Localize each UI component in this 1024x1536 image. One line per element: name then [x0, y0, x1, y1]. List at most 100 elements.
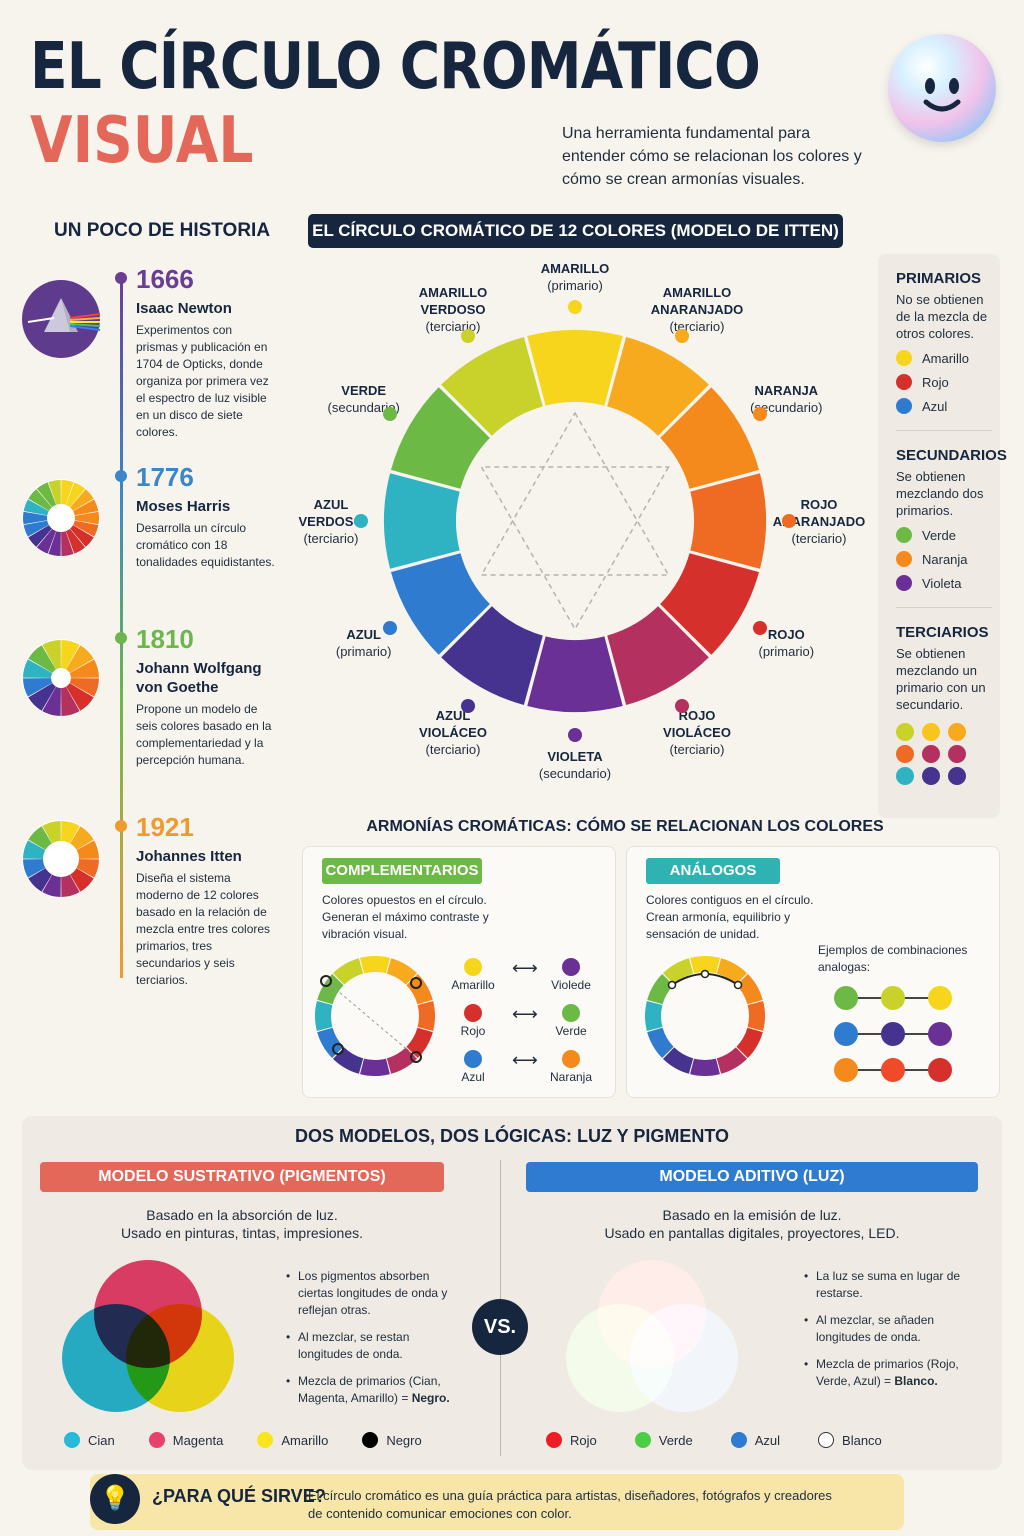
wheel-label: AMARILLO (primario) — [520, 260, 630, 294]
legend-label: Amarillo — [922, 350, 969, 366]
timeline-dot — [115, 632, 127, 644]
additive-desc-1: Basado en la emisión de luz. — [662, 1207, 842, 1223]
tertiary-swatch — [922, 723, 940, 741]
subtractive-title: MODELO SUSTRATIVO (PIGMENTOS) — [40, 1162, 444, 1192]
additive-title: MODELO ADITIVO (LUZ) — [526, 1162, 978, 1192]
legend-item: Amarillo — [896, 350, 1000, 366]
timeline-line — [120, 278, 123, 978]
primary-legend-title: PRIMARIOS — [896, 270, 982, 287]
pair-label-b: Naranja — [549, 1070, 593, 1084]
complementary-wheel — [315, 956, 435, 1076]
complementary-desc: Colores opuestos en el círculo. Generan … — [322, 893, 489, 941]
model-legend-swatch — [818, 1432, 835, 1448]
history-name: Johannes Itten — [136, 848, 242, 865]
history-desc: Propone un modelo de seis colores basado… — [136, 702, 272, 767]
wheel-label-type: (terciario) — [669, 741, 725, 757]
wheel-segment — [382, 470, 463, 572]
history-year: 1776 — [136, 462, 194, 492]
harris-wheel-icon — [22, 479, 100, 557]
double-arrow-icon: ⟷ — [512, 1050, 538, 1070]
wheel-label-name: ROJO — [767, 627, 805, 642]
model-legend-label: Blanco — [842, 1432, 882, 1448]
pair-label-b: Verde — [555, 1024, 587, 1038]
wheel-label-name: VERDE — [341, 383, 387, 398]
additive-mix-result: Blanco. — [894, 1374, 938, 1388]
history-year: 1810 — [136, 624, 194, 654]
tertiary-swatch — [948, 745, 966, 763]
history-name: Johann Wolfgang von Goethe — [136, 660, 262, 696]
color-type-legend: PRIMARIOS No se obtienen de la mezcla de… — [878, 254, 1007, 818]
model-legend-item: Rojo — [546, 1432, 597, 1448]
prism-icon — [22, 280, 101, 358]
wheel-label: NARANJA (secundario) — [731, 382, 841, 416]
history-desc: Experimentos con prismas y publicación e… — [136, 323, 269, 439]
model-legend-label: Rojo — [570, 1432, 597, 1448]
secondary-legend-desc: Se obtienen mezclando dos primarios. — [896, 469, 984, 518]
history-item: 1666 Isaac Newton Experimentos con prism… — [136, 264, 276, 441]
analogous-swatch — [881, 1058, 905, 1082]
analogous-swatch — [928, 1058, 952, 1082]
wheel-label-name: VIOLETA — [547, 749, 603, 764]
subtractive-venn — [62, 1260, 234, 1412]
pair-label-b: Violede — [551, 978, 591, 992]
tertiary-swatch — [948, 723, 966, 741]
divider — [896, 430, 992, 431]
primary-legend-desc: No se obtienen de la mezcla de otros col… — [896, 292, 988, 341]
wheel-segment — [524, 633, 626, 714]
analogous-wheel — [645, 956, 765, 1076]
model-legend-swatch — [730, 1432, 747, 1448]
footer-question: ¿PARA QUÉ SIRVE? — [152, 1486, 326, 1506]
history-year: 1921 — [136, 812, 194, 842]
wheel-segment — [657, 550, 762, 658]
legend-label: Naranja — [922, 551, 968, 567]
footer-banner — [90, 1474, 904, 1530]
tertiary-swatch — [896, 745, 914, 763]
analogous-swatch — [928, 986, 952, 1010]
legend-label: Rojo — [922, 374, 949, 390]
tertiary-swatch — [922, 767, 940, 785]
model-legend-swatch — [148, 1432, 165, 1448]
wheel-label: VIOLETA (secundario) — [520, 748, 630, 782]
model-legend-item: Verde — [634, 1432, 693, 1448]
complementary-tag: COMPLEMENTARIOS — [322, 858, 482, 884]
analogous-swatch — [881, 1022, 905, 1046]
wheel-label-type: (secundario) — [750, 400, 823, 415]
legend-label: Verde — [922, 527, 956, 543]
history-item: 1776 Moses Harris Desarrolla un círculo … — [136, 462, 276, 571]
wheel-label-name: AMARILLO ANARANJADO — [650, 285, 744, 318]
wheel-segment — [687, 470, 768, 572]
wheel-label: AZUL (primario) — [309, 626, 419, 660]
wheel-label-name: ROJO ANARANJADO — [772, 496, 866, 529]
timeline-dot — [115, 820, 127, 832]
wheel-segment — [388, 550, 493, 658]
smiley-bubble-icon — [888, 34, 996, 142]
harmonies-title: ARMONÍAS CROMÁTICAS: CÓMO SE RELACIONAN … — [366, 818, 884, 835]
wheel-label-dot — [461, 328, 475, 343]
wheel-segment — [524, 328, 626, 409]
tertiary-swatch — [948, 767, 966, 785]
double-arrow-icon: ⟷ — [512, 1004, 538, 1024]
history-title: UN POCO DE HISTORIA — [54, 220, 271, 241]
timeline-dot — [115, 470, 127, 482]
wheel-label-type: (terciario) — [425, 741, 481, 757]
legend-item: Verde — [896, 527, 1000, 543]
analogous-tag: ANÁLOGOS — [646, 858, 780, 884]
pair-swatch-a — [464, 1004, 482, 1022]
wheel-label-name: AZUL VIOLÁCEO — [419, 707, 487, 740]
page-title: EL CÍRCULO CROMÁTICO — [30, 30, 761, 104]
model-legend-item: Magenta — [148, 1432, 223, 1448]
wheel-label-dot — [675, 328, 689, 343]
subtractive-bullets: Los pigmentos absorben ciertas longitude… — [286, 1268, 456, 1417]
model-legend-swatch — [64, 1432, 80, 1448]
models-title: DOS MODELOS, DOS LÓGICAS: LUZ Y PIGMENTO — [294, 1126, 730, 1146]
wheel-label-dot — [382, 407, 397, 421]
wheel-label-type: (terciario) — [791, 530, 847, 546]
wheel-segment — [657, 384, 762, 492]
model-legend-item: Amarillo — [257, 1432, 328, 1448]
secondary-legend-title: SECUNDARIOS — [896, 447, 1007, 464]
history-name: Moses Harris — [136, 498, 231, 515]
wheel-label-dot — [461, 699, 475, 714]
tertiary-swatch — [896, 723, 914, 741]
wheel-label: AZUL VIOLÁCEO (terciario) — [398, 707, 508, 758]
tertiary-legend-desc: Se obtienen mezclando un primario con un… — [896, 646, 986, 712]
